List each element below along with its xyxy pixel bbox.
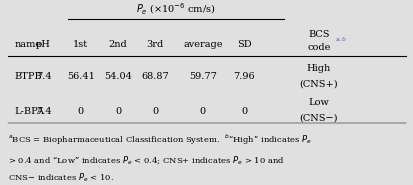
Text: SD: SD [236,40,251,49]
Text: BTPB: BTPB [14,72,42,81]
Text: name: name [14,40,42,49]
Text: pH: pH [36,40,51,49]
Text: (CNS+): (CNS+) [299,80,337,89]
Text: 1st: 1st [73,40,88,49]
Text: code: code [306,43,330,52]
Text: CNS− indicates $P_e$ < 10.: CNS− indicates $P_e$ < 10. [8,171,114,184]
Text: 0: 0 [152,107,158,115]
Text: (CNS−): (CNS−) [299,114,337,123]
Text: $^a$BCS = Biopharmaceutical Classification System.  $^b$“High” indicates $P_e$: $^a$BCS = Biopharmaceutical Classificati… [8,132,311,147]
Text: 54.04: 54.04 [104,72,132,81]
Text: 3rd: 3rd [146,40,164,49]
Text: L-BPA: L-BPA [14,107,44,115]
Text: 7.96: 7.96 [233,72,254,81]
Text: 7.4: 7.4 [36,72,51,81]
Text: 7.4: 7.4 [36,107,51,115]
Text: 68.87: 68.87 [141,72,169,81]
Text: 2nd: 2nd [108,40,127,49]
Text: $P_e$ (×10$^{-6}$ cm/s): $P_e$ (×10$^{-6}$ cm/s) [136,1,215,17]
Text: High: High [306,64,330,73]
Text: $^{a,b}$: $^{a,b}$ [334,38,346,47]
Text: 0: 0 [241,107,247,115]
Text: average: average [183,40,222,49]
Text: 0: 0 [199,107,205,115]
Text: Low: Low [308,98,328,107]
Text: 56.41: 56.41 [66,72,95,81]
Text: 0: 0 [115,107,121,115]
Text: 59.77: 59.77 [188,72,216,81]
Text: 0: 0 [78,107,83,115]
Text: BCS: BCS [307,30,329,39]
Text: > 0.4 and “Low” indicates $P_e$ < 0.4; CNS+ indicates $P_e$ > 10 and: > 0.4 and “Low” indicates $P_e$ < 0.4; C… [8,154,284,166]
